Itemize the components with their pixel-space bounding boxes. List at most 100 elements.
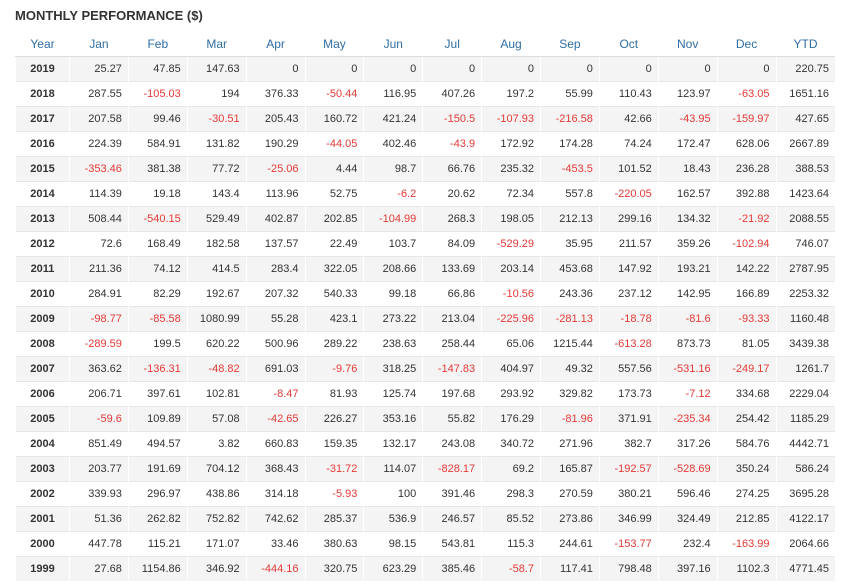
value-cell: 33.46 <box>245 531 305 557</box>
value-cell: 596.46 <box>657 481 718 507</box>
value-cell: -8.47 <box>245 381 305 407</box>
value-cell: 391.46 <box>422 481 482 507</box>
data-row: 2008 -289.59 199.5 620.22 500.96 289.22 238.63… <box>15 331 835 357</box>
value-cell: 162.57 <box>657 181 718 207</box>
data-row: 2016 224.39 584.91 131.82 190.29 -44.05 402.46… <box>15 131 835 157</box>
value-cell: -225.96 <box>481 306 541 332</box>
value-cell: 397.61 <box>127 381 188 407</box>
value-cell: 238.63 <box>363 331 423 357</box>
value-cell: 203.14 <box>481 256 541 282</box>
value-cell: 35.95 <box>540 231 600 257</box>
value-cell: 72.6 <box>69 231 129 257</box>
value-cell: 237.12 <box>598 281 659 307</box>
data-row: 2012 72.6 168.49 182.58 137.57 22.49 103.7 84.0… <box>15 231 835 257</box>
value-cell: 197.2 <box>481 81 541 107</box>
value-cell: 191.69 <box>127 456 188 482</box>
value-cell: -7.12 <box>657 381 718 407</box>
title: MONTHLY PERFORMANCE ($) <box>15 8 203 23</box>
value-cell: 2064.66 <box>775 531 835 557</box>
value-cell: 211.36 <box>69 256 129 282</box>
value-cell: 171.07 <box>186 531 247 557</box>
value-cell: 385.46 <box>422 556 482 581</box>
value-cell: 125.74 <box>363 381 423 407</box>
value-cell: 98.7 <box>363 156 423 182</box>
value-cell: -43.9 <box>422 131 482 157</box>
value-cell: 318.25 <box>363 356 423 382</box>
value-cell: 194 <box>186 81 247 107</box>
value-cell: 4771.45 <box>775 556 835 581</box>
value-cell: 2229.04 <box>775 381 835 407</box>
value-cell: -85.58 <box>127 306 188 332</box>
value-cell: 350.24 <box>716 456 776 482</box>
value-cell: 3439.38 <box>775 331 835 357</box>
column-header: Year <box>15 32 70 57</box>
value-cell: -540.15 <box>127 206 188 232</box>
value-cell: 2088.55 <box>775 206 835 232</box>
value-cell: 404.97 <box>481 356 541 382</box>
value-cell: 628.06 <box>716 131 776 157</box>
value-cell: 52.75 <box>304 181 364 207</box>
value-cell: 19.18 <box>127 181 188 207</box>
data-row: 2011 211.36 74.12 414.5 283.4 322.05 208.66 133… <box>15 256 835 282</box>
value-cell: 359.26 <box>657 231 718 257</box>
value-cell: -192.57 <box>598 456 659 482</box>
value-cell: 25.27 <box>69 56 129 82</box>
value-cell: 353.16 <box>363 406 423 432</box>
value-cell: -5.93 <box>304 481 364 507</box>
value-cell: 199.5 <box>127 331 188 357</box>
data-row: 2002 339.93 296.97 438.86 314.18 -5.93 100 391.… <box>15 481 835 507</box>
value-cell: 1160.48 <box>775 306 835 332</box>
year-cell: 2001 <box>15 506 70 532</box>
value-cell: -10.56 <box>481 281 541 307</box>
year-cell: 2016 <box>15 131 70 157</box>
value-cell: 1102.3 <box>716 556 776 581</box>
value-cell: 84.09 <box>422 231 482 257</box>
year-cell: 2009 <box>15 306 70 332</box>
value-cell: 81.05 <box>716 331 776 357</box>
value-cell: 208.66 <box>363 256 423 282</box>
value-cell: 99.46 <box>127 106 188 132</box>
column-header: Nov <box>658 32 718 57</box>
value-cell: 274.25 <box>716 481 776 507</box>
value-cell: -44.05 <box>304 131 364 157</box>
value-cell: 270.59 <box>540 481 600 507</box>
data-row: 2009 -98.77 -85.58 1080.99 55.28 423.1 273.22 2… <box>15 306 835 332</box>
value-cell: 623.29 <box>363 556 423 581</box>
value-cell: 133.69 <box>422 256 482 282</box>
value-cell: 317.26 <box>657 431 718 457</box>
value-cell: 447.78 <box>69 531 129 557</box>
value-cell: 427.65 <box>775 106 835 132</box>
value-cell: 66.76 <box>422 156 482 182</box>
value-cell: 273.22 <box>363 306 423 332</box>
value-cell: 173.73 <box>598 381 659 407</box>
year-cell: 2011 <box>15 256 70 282</box>
value-cell: 314.18 <box>245 481 305 507</box>
data-row: 2019 25.27 47.85 147.63 0 0 0 0 0 0 0 0 0 220.75 <box>15 56 835 82</box>
value-cell: -105.03 <box>127 81 188 107</box>
year-cell: 2000 <box>15 531 70 557</box>
year-cell: 2007 <box>15 356 70 382</box>
value-cell: 165.87 <box>540 456 600 482</box>
value-cell: 586.24 <box>775 456 835 482</box>
value-cell: 176.29 <box>481 406 541 432</box>
value-cell: 660.83 <box>245 431 305 457</box>
value-cell: 320.75 <box>304 556 364 581</box>
value-cell: 99.18 <box>363 281 423 307</box>
data-row: 2004 851.49 494.57 3.82 660.83 159.35 132.17 24… <box>15 431 835 457</box>
value-cell: 0 <box>245 56 305 82</box>
column-header: Sep <box>540 32 600 57</box>
value-cell: 206.71 <box>69 381 129 407</box>
value-cell: 115.3 <box>481 531 541 557</box>
year-cell: 2014 <box>15 181 70 207</box>
value-cell: 246.57 <box>422 506 482 532</box>
value-cell: -30.51 <box>186 106 247 132</box>
value-cell: 192.67 <box>186 281 247 307</box>
value-cell: 340.72 <box>481 431 541 457</box>
column-header: Jan <box>69 32 129 57</box>
value-cell: 55.82 <box>422 406 482 432</box>
value-cell: 27.68 <box>69 556 129 581</box>
value-cell: 232.4 <box>657 531 718 557</box>
value-cell: 402.87 <box>245 206 305 232</box>
value-cell: 620.22 <box>186 331 247 357</box>
value-cell: 262.82 <box>127 506 188 532</box>
